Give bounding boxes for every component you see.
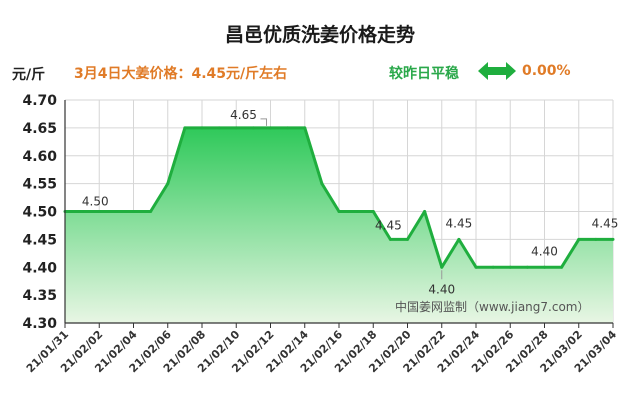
data-point — [149, 210, 153, 213]
data-point — [200, 126, 204, 130]
unit-label: 元/斤 — [12, 67, 46, 83]
data-label: 4.45 — [446, 216, 473, 230]
data-point — [183, 126, 187, 130]
data-point — [251, 126, 255, 130]
data-point — [80, 210, 84, 213]
y-tick-label: 4.65 — [22, 121, 57, 137]
data-point — [97, 210, 101, 213]
data-point — [491, 265, 495, 269]
y-tick-label: 4.30 — [22, 316, 57, 332]
data-point — [320, 182, 324, 186]
data-point — [371, 210, 375, 213]
data-label: 4.45 — [375, 218, 402, 232]
watermark: 中国姜网监制（www.jiang7.com） — [395, 299, 589, 314]
y-tick-label: 4.55 — [22, 177, 57, 193]
y-tick-label: 4.60 — [22, 149, 57, 165]
price-area — [65, 127, 613, 324]
trend-value: 0.00% — [522, 63, 571, 79]
y-tick-label: 4.40 — [22, 260, 57, 276]
data-point — [423, 210, 427, 213]
data-point — [114, 210, 118, 213]
data-point — [166, 182, 170, 186]
data-point — [560, 265, 564, 269]
double-arrow-icon — [478, 62, 516, 80]
data-point — [594, 237, 598, 241]
trend-label: 较昨日平稳 — [389, 66, 459, 82]
data-point — [286, 126, 290, 130]
data-point — [388, 237, 392, 241]
data-label: 4.40 — [428, 282, 455, 296]
data-label: 4.45 — [592, 216, 619, 230]
data-point — [132, 210, 135, 213]
data-label: 4.40 — [531, 244, 558, 258]
data-point — [354, 210, 358, 213]
data-point — [457, 237, 461, 241]
y-tick-label: 4.45 — [22, 232, 57, 248]
data-point — [525, 265, 529, 269]
chart-title: 昌邑优质洗姜价格走势 — [224, 24, 415, 46]
data-point — [269, 126, 272, 130]
data-label: 4.50 — [82, 195, 109, 209]
data-point — [543, 265, 546, 269]
data-point — [406, 237, 409, 241]
data-point — [508, 265, 512, 269]
data-point — [217, 126, 221, 130]
data-point — [440, 265, 444, 269]
data-point — [611, 237, 615, 241]
data-point — [303, 126, 307, 130]
price-note: 3月4日大姜价格：4.45元/斤左右 — [74, 66, 288, 82]
data-point — [474, 265, 478, 269]
data-label: 4.65 — [230, 108, 257, 122]
y-tick-label: 4.50 — [22, 205, 57, 221]
data-point — [337, 210, 341, 213]
leader-line — [260, 118, 267, 126]
data-point — [577, 237, 581, 241]
data-point — [234, 126, 238, 130]
y-tick-label: 4.70 — [22, 93, 57, 109]
y-tick-label: 4.35 — [22, 288, 57, 304]
